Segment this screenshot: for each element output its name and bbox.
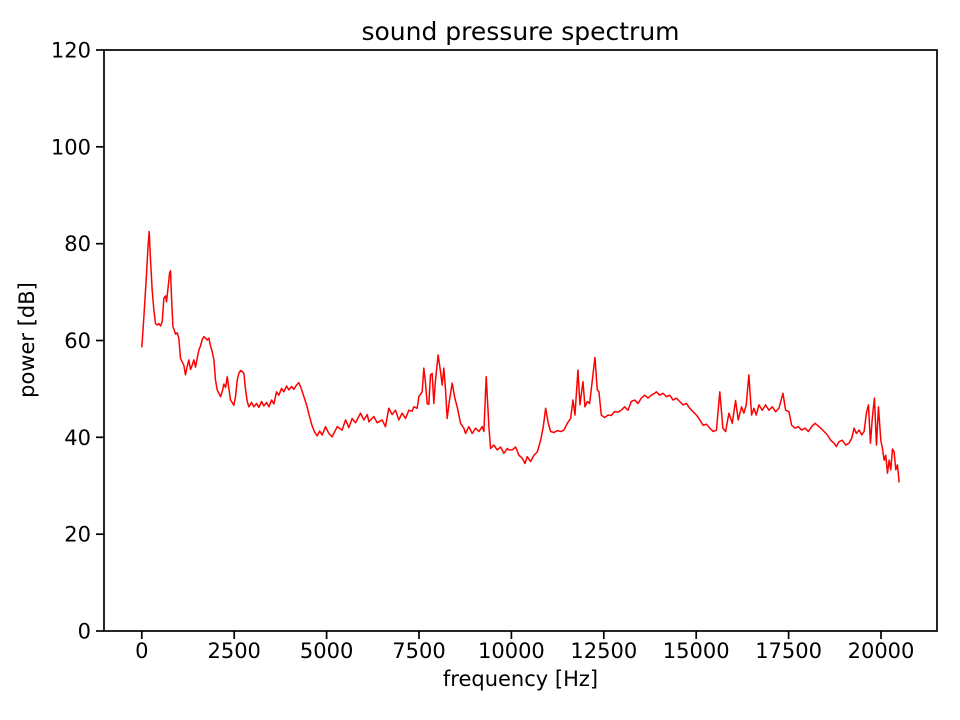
x-tick-label: 0 [135,639,148,663]
y-tick-label: 40 [64,426,91,450]
x-tick-label: 5000 [300,639,353,663]
x-tick-label: 10000 [478,639,545,663]
x-tick-label: 15000 [663,639,730,663]
chart-title: sound pressure spectrum [361,17,680,46]
y-tick-label: 20 [64,523,91,547]
y-tick-label: 100 [51,135,91,159]
axes-frame [103,49,938,632]
x-tick-label: 17500 [755,639,822,663]
y-tick-label: 60 [64,329,91,353]
y-tick-label: 120 [51,39,91,63]
spectrum-line [141,230,900,483]
y-tick-label: 80 [64,232,91,256]
y-axis-label: power [dB] [15,282,39,398]
y-tick-label: 0 [78,620,91,644]
x-tick-label: 7500 [392,639,445,663]
x-axis-label: frequency [Hz] [442,667,599,691]
x-tick-label: 2500 [207,639,260,663]
x-tick-label: 12500 [570,639,637,663]
x-tick-label: 20000 [848,639,915,663]
